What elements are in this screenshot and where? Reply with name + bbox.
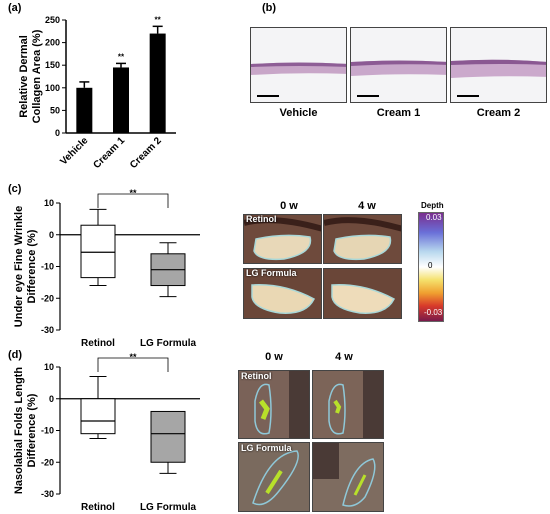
- y-axis-label-line: Collagen Area (%): [31, 29, 43, 123]
- x-tick-label: LG Formula: [140, 502, 197, 513]
- y-axis-label-line: Under eye Fine Wrinkle: [13, 206, 25, 327]
- x-tick-label: Retinol: [81, 338, 115, 349]
- y-tick-label: -10: [41, 426, 54, 436]
- y-axis-label-line: Difference (%): [26, 229, 38, 303]
- y-tick-label: 100: [45, 83, 60, 93]
- bar-chart-collagen: 0 50 100 150 200 250 Vehicle ** Cream 1 ** Cream 2…: [18, 15, 176, 171]
- y-axis-label: Under eye Fine WrinkleDifference (%): [13, 206, 38, 327]
- significance-bracket: [97, 357, 169, 372]
- nasolabial-image-retinol-0w: [238, 370, 310, 439]
- bar-cream-2: [149, 33, 166, 134]
- significance-marker: **: [129, 352, 137, 362]
- x-tick-label: LG Formula: [140, 338, 197, 349]
- y-tick-label: 250: [45, 15, 60, 25]
- box-retinol: [80, 224, 116, 279]
- y-tick-label: 10: [44, 362, 54, 372]
- depth-colorbar: [418, 212, 444, 322]
- histology-caption-vehicle: Vehicle: [279, 107, 318, 119]
- colorbar-mid: 0: [428, 261, 433, 270]
- histology-caption-cream1: Cream 1: [376, 107, 421, 119]
- panel-letter-c: (c): [8, 183, 22, 195]
- panel-letter-b: (b): [262, 2, 277, 14]
- histology-image-cream2: [450, 27, 547, 103]
- y-tick-label: 10: [44, 198, 54, 208]
- y-tick-label: 150: [45, 60, 60, 70]
- nasolabial-image-lg-0w: [238, 442, 310, 512]
- y-tick-label: 0: [55, 128, 60, 138]
- y-tick-label: 0: [49, 394, 54, 404]
- bar-cream-1: [113, 67, 129, 133]
- bar-vehicle: [76, 87, 93, 133]
- y-tick-label: -20: [41, 457, 54, 467]
- x-tick-label: Cream 2: [128, 135, 164, 171]
- under-eye-image-retinol-0w: [243, 214, 322, 264]
- y-tick-label: 50: [50, 105, 60, 115]
- histology-image-cream1: [350, 27, 447, 103]
- y-tick-label: -30: [41, 325, 54, 335]
- significance-marker: **: [129, 188, 137, 198]
- histology-caption-cream2: Cream 2: [476, 107, 521, 119]
- nasolabial-image-retinol-4w: [312, 370, 384, 439]
- time-label-4w-c: 4 w: [358, 200, 376, 212]
- x-tick-label: Vehicle: [58, 135, 90, 167]
- significance-bracket: [97, 193, 169, 208]
- histology-image-vehicle: [250, 27, 347, 103]
- time-label-0w-c: 0 w: [280, 200, 298, 212]
- y-axis-label-line: Relative Dermal: [18, 35, 30, 118]
- colorbar-min: -0.03: [424, 308, 443, 317]
- box-lg-formula: [150, 410, 186, 463]
- row-label-lg-d: LG Formula: [241, 443, 292, 453]
- panel-letter-a: (a): [8, 2, 22, 14]
- under-eye-image-lg-0w: [243, 268, 322, 319]
- y-tick-label: 200: [45, 38, 60, 48]
- x-tick-label: Cream 1: [91, 135, 127, 171]
- y-axis-label: Nasolabial Folds LengthDifference (%): [13, 367, 38, 494]
- y-axis-label-line: Nasolabial Folds Length: [13, 367, 25, 494]
- y-tick-label: -30: [41, 489, 54, 499]
- colorbar-title: Depth: [421, 201, 444, 210]
- x-tick-label: Retinol: [81, 502, 115, 513]
- y-tick-label: -10: [41, 262, 54, 272]
- under-eye-image-lg-4w: [323, 268, 402, 319]
- nasolabial-image-lg-4w: [312, 442, 384, 512]
- row-label-retinol-c: Retinol: [246, 214, 277, 224]
- under-eye-image-retinol-4w: [323, 214, 402, 264]
- box-retinol: [80, 398, 116, 435]
- panel-letter-d: (d): [8, 349, 23, 361]
- time-label-4w-d: 4 w: [335, 351, 353, 363]
- time-label-0w-d: 0 w: [265, 351, 283, 363]
- y-axis-label-line: Difference (%): [26, 393, 38, 467]
- y-tick-label: 0: [49, 230, 54, 240]
- box-plot-under-eye-wrinkle: 10 0 -10 -20 -30 Retinol LG Formula ** Under eye…: [13, 188, 200, 349]
- y-axis-label: Relative DermalCollagen Area (%): [18, 29, 43, 123]
- y-tick-label: -20: [41, 293, 54, 303]
- box-plot-nasolabial-folds: 10 0 -10 -20 -30 Retinol LG Formula ** Nasolabia…: [13, 352, 200, 513]
- significance-marker: **: [155, 15, 162, 24]
- row-label-retinol-d: Retinol: [241, 371, 272, 381]
- colorbar-max: 0.03: [426, 213, 442, 222]
- significance-marker: **: [118, 52, 125, 61]
- row-label-lg-c: LG Formula: [246, 268, 297, 278]
